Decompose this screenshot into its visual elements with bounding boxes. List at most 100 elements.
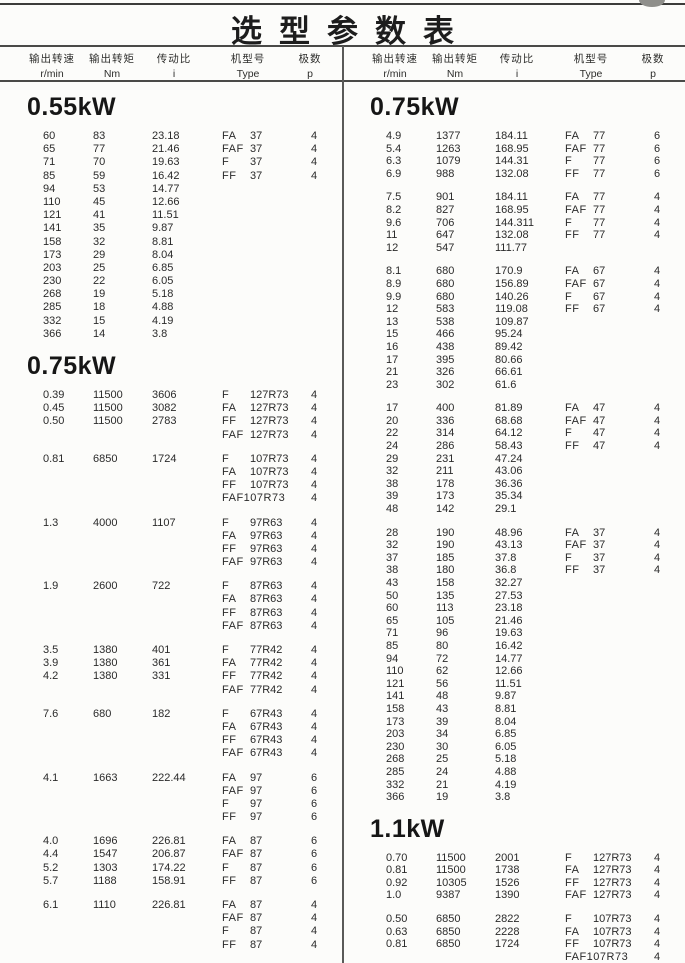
cell-output-torque: 18 [93, 301, 106, 314]
cell-type-size: 77 [593, 155, 606, 168]
cell-type-prefix: F [565, 290, 573, 303]
table-row: 12 583 119.08 FF 67 4 [343, 303, 685, 316]
cell-poles [302, 222, 326, 235]
power-rating-heading: 1.1kW [370, 814, 445, 843]
cell-ratio [152, 798, 222, 811]
row-group: 4.0 1696 226.81 FA 87 6 4.4 1547 206.87 FAF 87 6 5.2… [0, 835, 342, 888]
cell-type-size [250, 183, 302, 196]
cell-output-speed: 16 [386, 340, 399, 353]
cell-poles: 4 [653, 913, 661, 926]
cell-output-torque: 231 [436, 452, 455, 465]
cell-type-size: 37 [593, 539, 606, 552]
table-row: 6.3 1079 144.31 F 77 6 [343, 155, 685, 168]
cell-output-speed: 21 [386, 366, 399, 379]
cell-type-size [593, 678, 645, 691]
cell-type-prefix: FF [565, 938, 580, 951]
cell-type-prefix: FF [565, 564, 580, 577]
cell-output-torque [93, 543, 152, 556]
table-row: 0.92 10305 1526 FF 127R73 4 [343, 877, 685, 890]
cell-poles [645, 316, 669, 329]
cell-ratio: 132.08 [495, 229, 529, 242]
cell-ratio: 144.311 [495, 216, 534, 229]
table-row: 20 336 68.68 FAF 47 4 [343, 415, 685, 428]
cell-poles: 4 [310, 707, 318, 720]
cell-type-prefix: F [565, 551, 573, 564]
cell-type-size: 87R63 [250, 580, 283, 593]
cell-output-torque: 1547 [93, 848, 118, 861]
cell-ratio: 66.61 [495, 366, 523, 379]
table-row: 121 56 11.51 [343, 678, 685, 691]
table-row: F 97 6 [0, 798, 342, 811]
cell-output-speed: 6.1 [43, 899, 59, 911]
cell-ratio: 1107 [152, 516, 176, 529]
cell-poles [302, 209, 326, 222]
cell-type-size [593, 791, 645, 804]
column-header-label: 机型号 [230, 53, 266, 65]
column-header: 输出转速 r/min [372, 51, 418, 80]
table-row: 4.4 1547 206.87 FAF 87 6 [0, 848, 342, 861]
cell-type-prefix: FAF107R73 [565, 950, 629, 963]
cell-output-speed: 85 [43, 169, 56, 182]
cell-poles [645, 478, 669, 491]
table-row: 65 105 21.46 [343, 615, 685, 628]
cell-output-torque [93, 620, 152, 633]
column-header: 机型号 Type [231, 51, 266, 80]
cell-output-speed: 60 [386, 602, 399, 615]
table-row: 94 53 14.77 [0, 183, 342, 196]
cell-poles: 4 [653, 539, 661, 552]
cell-output-speed: 43 [386, 577, 399, 589]
cell-ratio: 1390 [495, 889, 520, 902]
cell-output-speed: 0.81 [386, 864, 408, 877]
table-row: 141 35 9.87 [0, 222, 342, 235]
cell-ratio: 5.18 [152, 288, 174, 301]
cell-output-speed: 4.0 [43, 835, 59, 848]
cell-output-speed: 12 [386, 303, 399, 316]
cell-ratio: 174.22 [152, 861, 186, 874]
cell-poles [302, 262, 326, 275]
cell-ratio: 16.42 [152, 169, 180, 182]
cell-type-size [593, 577, 645, 590]
cell-type-prefix: FF [222, 606, 237, 619]
cell-output-speed: 230 [386, 740, 405, 753]
column-header-label: 极数 [298, 53, 322, 65]
cell-output-torque: 14 [93, 327, 106, 340]
cell-output-speed: 5.4 [386, 142, 402, 155]
cell-output-torque: 173 [436, 490, 455, 503]
cell-ratio [152, 492, 222, 505]
cell-output-torque [93, 939, 152, 952]
table-row: 11 647 132.08 FF 77 4 [343, 229, 685, 242]
cell-ratio: 226.81 [152, 899, 186, 911]
cell-type-size: 127R73 [250, 402, 289, 415]
cell-type-size: 37 [250, 143, 263, 156]
cell-poles: 4 [653, 440, 661, 453]
cell-ratio: 144.31 [495, 155, 529, 168]
cell-type-prefix: FF [222, 415, 237, 428]
cell-type-prefix: FA [565, 130, 580, 142]
cell-type-prefix: FAF [222, 912, 244, 925]
cell-poles [645, 627, 669, 640]
cell-ratio: 21.46 [152, 143, 180, 156]
cell-type-prefix: FF [565, 440, 580, 453]
cell-poles [645, 354, 669, 367]
cell-output-torque: 56 [436, 677, 449, 690]
cell-poles [645, 503, 669, 516]
column-header-label: 输出转矩 [432, 53, 478, 65]
cell-output-speed: 71 [43, 156, 56, 169]
column-header: 传动比 i [157, 51, 192, 80]
cell-ratio: 184.11 [495, 130, 528, 142]
cell-ratio: 6.05 [495, 740, 517, 753]
cell-output-torque [93, 479, 152, 492]
cell-output-speed: 141 [386, 690, 405, 703]
cell-output-speed: 7.6 [43, 707, 59, 720]
cell-type-prefix: FA [222, 657, 237, 670]
cell-poles: 4 [310, 389, 318, 401]
cell-type-size: 47 [593, 427, 606, 440]
cell-type-prefix: FAF [565, 889, 587, 902]
table-row: 0.81 11500 1738 FA 127R73 4 [343, 864, 685, 877]
cell-poles: 4 [653, 191, 661, 204]
cell-type-prefix [565, 590, 593, 603]
cell-output-torque: 6850 [93, 452, 118, 465]
cell-type-size [250, 301, 302, 314]
cell-type-prefix [222, 209, 250, 222]
cell-type-size [593, 690, 645, 703]
